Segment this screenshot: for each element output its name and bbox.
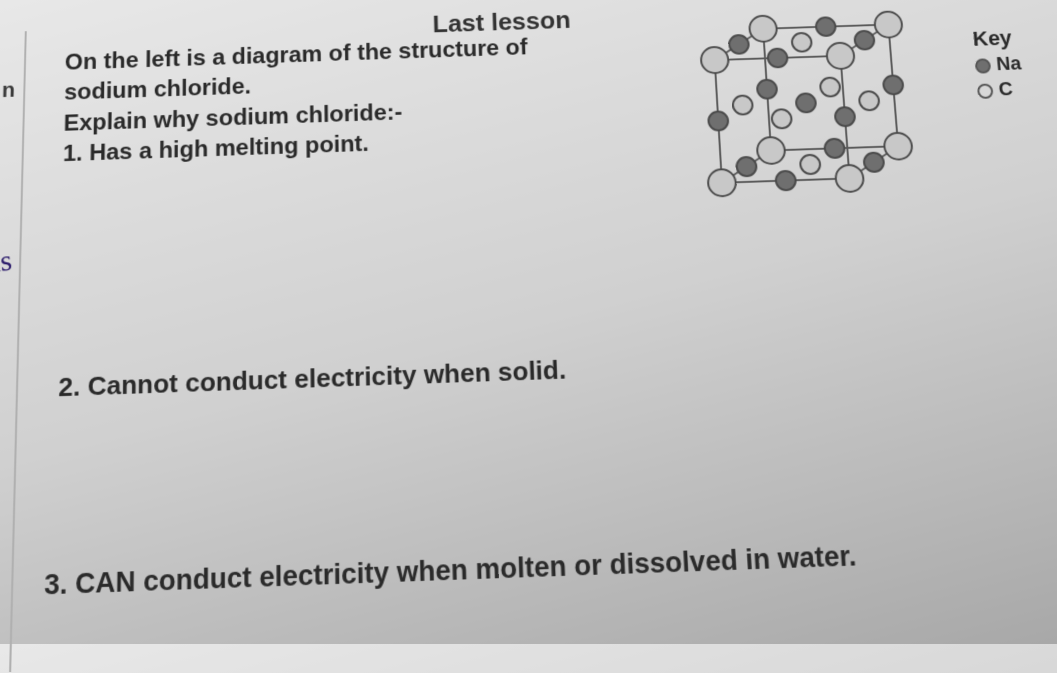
- legend-dot-cl: [977, 83, 994, 99]
- edge-letter-n: n: [2, 78, 16, 103]
- legend-label-cl: C: [998, 79, 1014, 101]
- legend-label-na: Na: [995, 54, 1022, 76]
- lattice-diagram: [683, 6, 951, 227]
- page-margin: [9, 31, 27, 672]
- legend-dot-na: [974, 58, 991, 73]
- legend: Key Na C: [972, 26, 1025, 102]
- lattice-svg: [683, 6, 951, 222]
- legend-title: Key: [972, 26, 1020, 52]
- handwritten-ns: ns: [0, 244, 13, 281]
- question-2: 2. Cannot conduct electricity when solid…: [58, 355, 567, 404]
- question-3: 3. CAN conduct electricity when molten o…: [44, 540, 857, 601]
- question-block: On the left is a diagram of the structur…: [63, 28, 671, 170]
